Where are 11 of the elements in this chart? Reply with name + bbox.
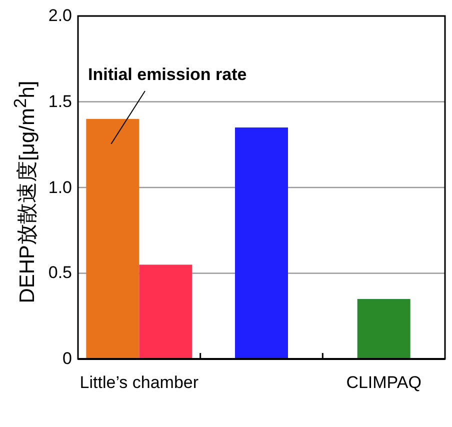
- y-tick-label: 1.5: [48, 92, 72, 111]
- annotation: Initial emission rate: [88, 64, 247, 86]
- y-tick-label: 0: [62, 348, 72, 370]
- y-tick-label: 1.0: [48, 178, 72, 196]
- y-tick-label: 2.0: [47, 5, 72, 27]
- bar: [86, 118, 140, 359]
- x-tick-label: Little’s chamber: [78, 372, 200, 394]
- y-tick-label: 0.5: [48, 263, 72, 282]
- x-tick-label: CLIMPAQ: [345, 372, 422, 394]
- bar: [357, 298, 410, 359]
- bar: [139, 264, 192, 359]
